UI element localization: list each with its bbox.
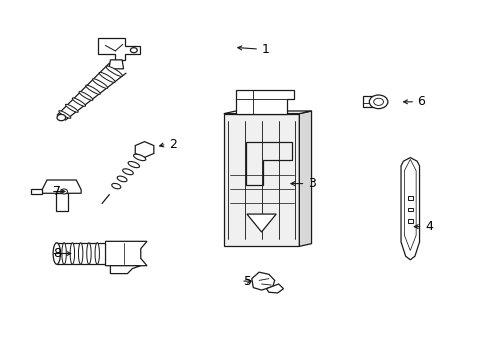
Ellipse shape (133, 154, 145, 161)
Polygon shape (266, 284, 283, 293)
Polygon shape (400, 158, 419, 260)
Polygon shape (236, 90, 294, 114)
Text: 5: 5 (243, 275, 251, 288)
Ellipse shape (78, 243, 82, 264)
Polygon shape (224, 111, 311, 114)
Text: 8: 8 (53, 247, 61, 260)
Polygon shape (224, 114, 299, 246)
Polygon shape (135, 141, 154, 157)
Ellipse shape (92, 79, 107, 88)
Circle shape (130, 48, 137, 53)
Ellipse shape (65, 104, 78, 112)
Ellipse shape (53, 243, 61, 264)
Circle shape (57, 114, 65, 121)
Ellipse shape (117, 176, 127, 182)
Polygon shape (246, 214, 276, 232)
Ellipse shape (86, 243, 91, 264)
Polygon shape (56, 193, 68, 211)
Polygon shape (105, 241, 147, 266)
Polygon shape (299, 111, 311, 246)
Circle shape (61, 189, 67, 194)
Bar (407, 208, 412, 211)
Ellipse shape (79, 91, 93, 100)
Text: 6: 6 (417, 95, 425, 108)
Text: 4: 4 (424, 220, 432, 233)
Polygon shape (31, 189, 42, 194)
Bar (407, 219, 412, 223)
Ellipse shape (70, 243, 74, 264)
Ellipse shape (95, 243, 99, 264)
Ellipse shape (85, 85, 100, 94)
Ellipse shape (373, 98, 383, 105)
Polygon shape (251, 272, 274, 290)
Ellipse shape (72, 98, 85, 106)
Ellipse shape (99, 72, 115, 82)
Polygon shape (98, 39, 140, 60)
Ellipse shape (106, 66, 122, 76)
Ellipse shape (112, 183, 121, 189)
Polygon shape (110, 266, 141, 274)
Text: 7: 7 (53, 185, 61, 198)
Text: 1: 1 (261, 42, 269, 55)
Text: 2: 2 (168, 138, 177, 150)
Polygon shape (109, 60, 123, 69)
Ellipse shape (368, 95, 387, 109)
Ellipse shape (128, 162, 139, 168)
Bar (407, 196, 412, 200)
Ellipse shape (59, 111, 71, 118)
Text: 3: 3 (307, 177, 315, 190)
Ellipse shape (122, 169, 133, 175)
Ellipse shape (62, 243, 66, 264)
Polygon shape (42, 180, 81, 193)
Bar (362, 96, 372, 107)
